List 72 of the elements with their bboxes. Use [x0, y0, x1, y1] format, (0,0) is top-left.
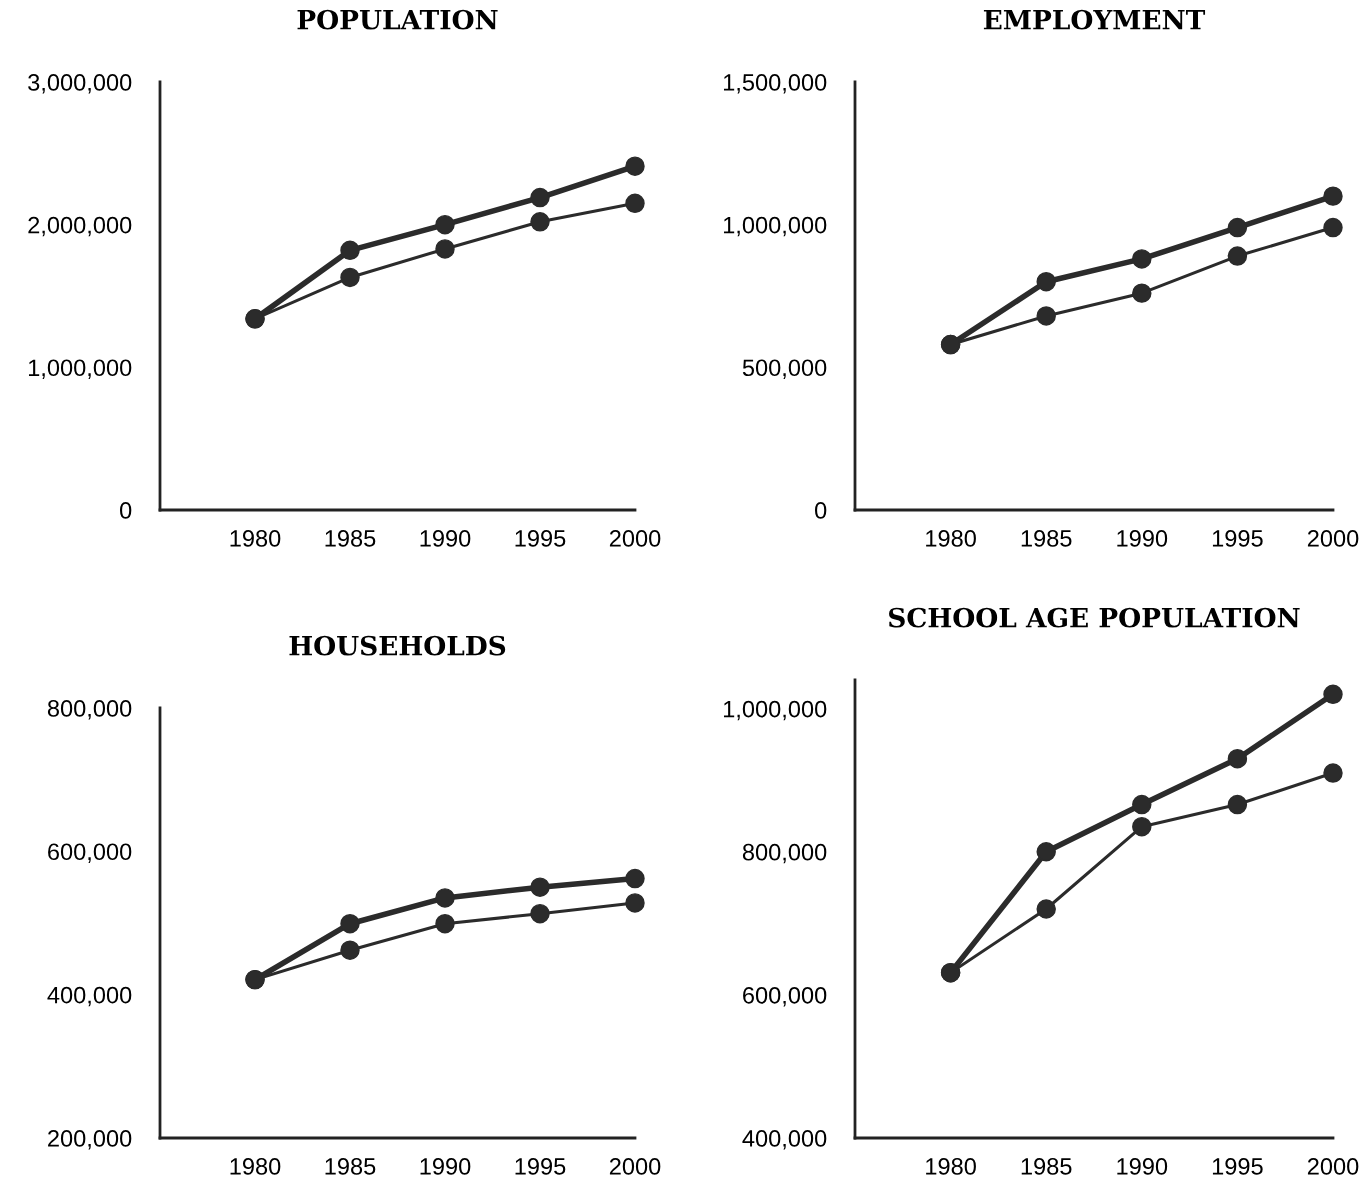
- point: [530, 903, 550, 924]
- y-tick-label: 1,000,000: [28, 359, 132, 379]
- x-tick-label: 1995: [515, 1158, 566, 1175]
- x-tick-label: 1980: [230, 530, 281, 547]
- point: [1036, 272, 1056, 292]
- x-tick-label: 1995: [1212, 530, 1263, 547]
- point: [435, 913, 455, 934]
- x-tick-label: 1985: [325, 1158, 376, 1175]
- x-tick-label: 1995: [1212, 1158, 1263, 1175]
- point: [625, 868, 645, 889]
- x-tick-label: 2000: [609, 530, 661, 547]
- point: [1323, 186, 1343, 206]
- x-tick-label: 1990: [420, 530, 471, 547]
- point: [1132, 816, 1152, 837]
- point: [625, 156, 645, 176]
- point: [1323, 684, 1343, 705]
- chart-title: HOUSEHOLDS: [289, 635, 506, 656]
- point: [625, 893, 645, 913]
- y-tick-label: 2,000,000: [28, 216, 132, 237]
- point: [530, 187, 550, 208]
- x-tick-label: 1990: [1117, 530, 1168, 547]
- x-tick-label: 1980: [230, 1158, 281, 1175]
- chart-title: POPULATION: [297, 9, 498, 30]
- x-tick-label: 1995: [515, 530, 566, 547]
- y-tick-label: 400,000: [742, 1130, 827, 1150]
- x-tick-label: 1980: [926, 530, 976, 547]
- y-tick-label: 800,000: [742, 843, 827, 864]
- point: [1227, 748, 1248, 769]
- x-tick-label: 1985: [1021, 1158, 1072, 1175]
- point: [1132, 794, 1152, 815]
- point: [530, 212, 550, 232]
- y-tick-label: 800,000: [47, 700, 132, 720]
- point: [435, 214, 455, 235]
- chart-title: EMPLOYMENT: [983, 9, 1206, 30]
- x-tick-label: 2000: [1307, 1158, 1359, 1175]
- x-tick-label: 2000: [609, 1158, 661, 1175]
- point: [1323, 763, 1343, 783]
- point: [1036, 899, 1056, 919]
- point: [1132, 249, 1152, 269]
- point: [1227, 794, 1248, 815]
- y-tick-label: 600,000: [743, 986, 827, 1007]
- x-tick-label: 1990: [1117, 1158, 1168, 1175]
- point: [340, 240, 360, 261]
- y-tick-label: 1,500,000: [723, 74, 827, 94]
- y-tick-label: 1,000,000: [723, 700, 827, 721]
- point: [340, 267, 360, 288]
- point: [1323, 217, 1343, 238]
- y-tick-label: 500,000: [742, 359, 827, 379]
- y-tick-label: 0: [120, 502, 132, 519]
- x-tick-label: 1985: [1021, 530, 1072, 547]
- x-tick-label: 1990: [420, 1158, 471, 1175]
- point: [340, 940, 360, 960]
- point: [435, 888, 455, 908]
- y-tick-label: 3,000,000: [28, 74, 132, 94]
- point: [340, 913, 360, 934]
- point: [435, 239, 455, 259]
- y-tick-label: 400,000: [47, 986, 132, 1007]
- y-tick-label: 200,000: [48, 1130, 132, 1150]
- point: [625, 193, 645, 213]
- point: [1227, 217, 1248, 238]
- point: [1132, 283, 1152, 303]
- x-tick-label: 1980: [926, 1158, 976, 1175]
- point: [1036, 306, 1056, 326]
- point: [1227, 246, 1248, 266]
- y-tick-label: 600,000: [48, 843, 132, 863]
- chart-title: SCHOOL AGE POPULATION: [889, 607, 1300, 628]
- y-tick-label: 1,000,000: [723, 216, 827, 237]
- point: [1036, 842, 1056, 862]
- x-tick-label: 1985: [325, 530, 376, 547]
- y-tick-label: 0: [815, 502, 827, 519]
- point: [530, 877, 550, 897]
- x-tick-label: 2000: [1307, 530, 1359, 547]
